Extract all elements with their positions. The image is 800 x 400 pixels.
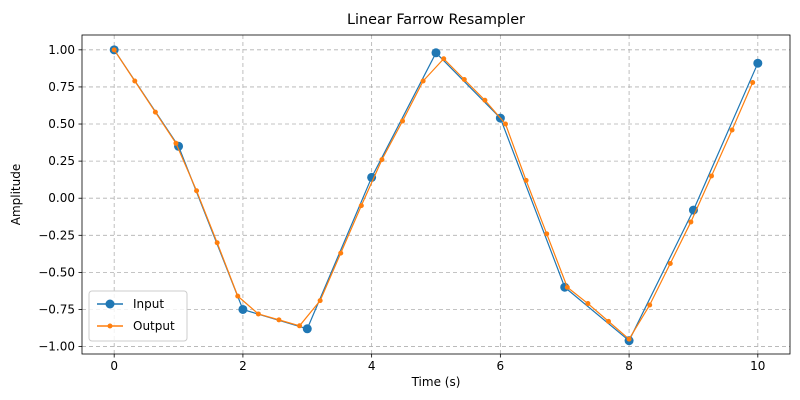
output-point (255, 311, 261, 317)
output-point (605, 318, 611, 324)
output-point (544, 231, 550, 237)
x-tick-label: 10 (750, 359, 765, 373)
y-tick-label: −0.75 (38, 302, 75, 316)
x-axis-label: Time (s) (411, 375, 461, 389)
output-point (729, 127, 735, 133)
output-point (400, 118, 406, 124)
output-point (523, 177, 529, 183)
y-tick-label: 1.00 (48, 43, 75, 57)
output-point (276, 317, 282, 323)
output-point (173, 140, 179, 146)
input-point (238, 304, 248, 314)
grid (82, 35, 790, 354)
output-point (564, 284, 570, 290)
output-point (297, 323, 303, 329)
output-point (338, 250, 344, 256)
legend-input-label: Input (133, 297, 164, 311)
x-tick-label: 8 (625, 359, 633, 373)
output-point (667, 260, 673, 266)
output-point (214, 240, 220, 246)
output-point (750, 79, 756, 85)
output-point (358, 203, 364, 209)
output-point (688, 219, 694, 225)
output-point (152, 109, 158, 115)
axis-ticks: 0 2 4 6 8 10 −1.00 −0.75 −0.50 −0.25 0.00 0.25 0.50 0… (38, 43, 765, 373)
input-line (113, 49, 759, 342)
chart-title: Linear Farrow Resampler (347, 12, 525, 28)
output-point (111, 47, 117, 53)
input-point (367, 172, 377, 182)
output-point (482, 97, 488, 103)
output-point (461, 77, 467, 83)
legend-output-label: Output (133, 319, 175, 333)
x-tick-label: 6 (497, 359, 505, 373)
output-point (626, 336, 632, 342)
y-tick-label: 0.50 (48, 117, 75, 131)
plot-frame (81, 34, 791, 355)
input-series (109, 45, 763, 346)
output-line (113, 49, 754, 340)
output-point (379, 157, 385, 163)
legend: Input Output (88, 290, 188, 342)
x-tick-label: 0 (110, 359, 118, 373)
y-tick-label: 0.25 (48, 154, 75, 168)
input-point (753, 58, 763, 68)
y-tick-label: −0.50 (38, 265, 75, 279)
output-point (420, 78, 426, 84)
input-point (302, 324, 312, 334)
legend-input-marker (105, 299, 115, 309)
output-point (708, 173, 714, 179)
y-tick-label: −1.00 (38, 340, 75, 354)
x-tick-label: 4 (368, 359, 376, 373)
input-point (431, 48, 441, 58)
output-point (503, 121, 509, 127)
x-tick-label: 2 (239, 359, 247, 373)
plot-series (109, 45, 763, 346)
output-point (585, 301, 591, 307)
output-point (317, 298, 323, 304)
y-tick-label: 0.75 (48, 80, 75, 94)
output-point (441, 56, 447, 62)
output-point (194, 188, 200, 194)
output-series (111, 47, 756, 342)
output-point (132, 78, 138, 84)
legend-output-marker (107, 323, 113, 329)
y-tick-label: 0.00 (48, 191, 75, 205)
output-point (647, 302, 653, 308)
y-axis-label: Amplitude (9, 164, 23, 226)
y-tick-label: −0.25 (38, 228, 75, 242)
output-point (235, 293, 241, 299)
